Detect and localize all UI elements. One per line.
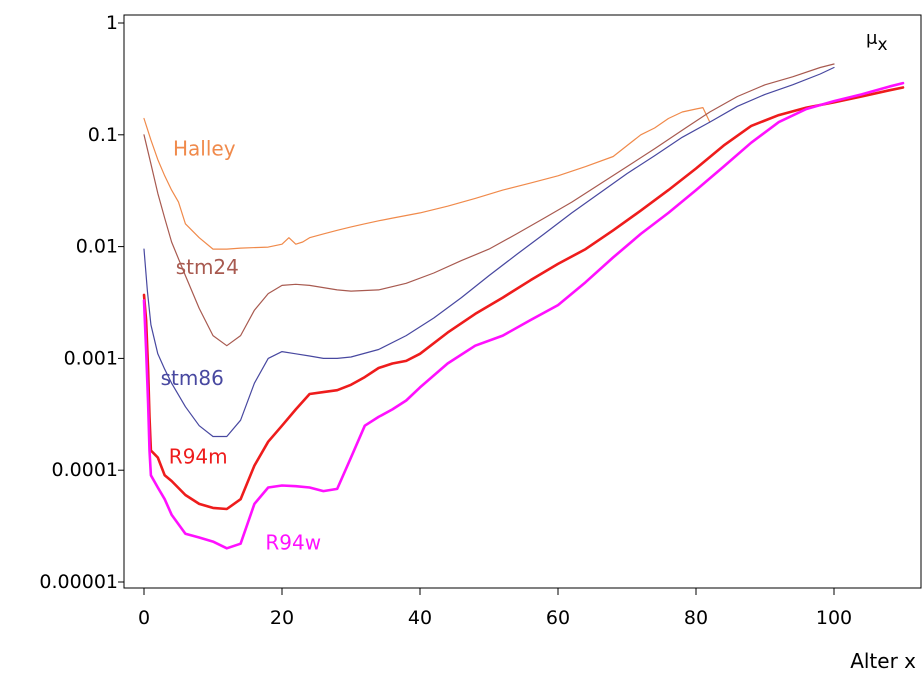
y-axis-title-main: μ [866,28,878,49]
x-axis-ticks: 0 20 40 60 80 100 [138,588,852,629]
y-tick-label: 0.0001 [52,459,118,481]
y-tick-label: 0.1 [88,124,118,146]
x-tick-label: 80 [684,607,708,629]
x-tick-label: 0 [138,607,150,629]
y-axis-ticks: 0.00001 0.0001 0.001 0.01 0.1 1 [39,12,124,593]
y-tick-label: 0.001 [64,347,118,369]
x-tick-label: 20 [270,607,294,629]
series-label-r94w: R94w [265,531,321,555]
y-axis-title: μx [866,28,888,55]
series-label-stm24: stm24 [176,255,239,279]
series-line-r94w [142,81,905,550]
x-tick-label: 100 [816,607,852,629]
series-layer: Halley stm24 stm86 R94m R94w [142,63,905,555]
y-tick-label: 1 [106,12,118,34]
y-tick-label: 0.01 [76,236,118,258]
x-tick-label: 60 [546,607,570,629]
series-line-r94m [142,86,905,511]
series-label-stm86: stm86 [161,366,224,390]
series-label-halley: Halley [173,137,236,161]
series-line-stm24 [143,63,835,347]
series-label-r94m: R94m [169,444,228,468]
x-tick-label: 40 [408,607,432,629]
plot-frame [123,14,922,589]
y-axis-title-sub: x [877,35,887,55]
y-tick-label: 0.00001 [39,571,118,593]
series-line-halley [143,107,711,250]
x-axis-title: Alter x [850,649,916,673]
series-line-stm86 [143,66,835,438]
